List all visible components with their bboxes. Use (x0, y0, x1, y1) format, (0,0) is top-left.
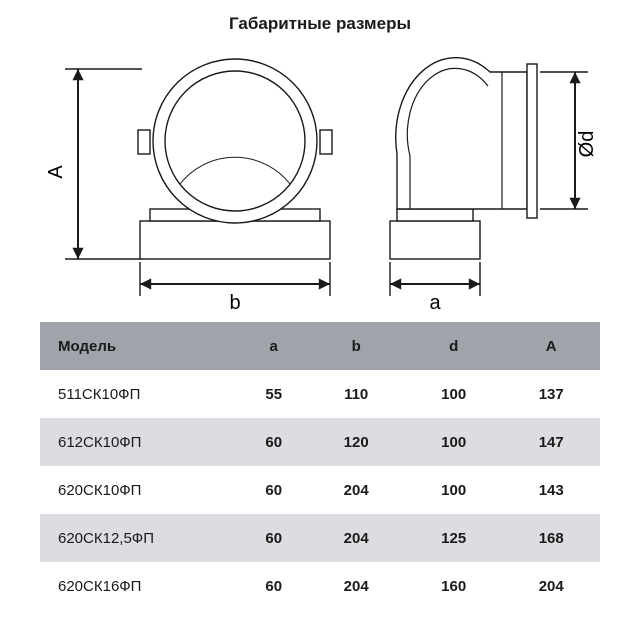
cell-a: 60 (240, 418, 307, 466)
col-A: A (502, 322, 600, 370)
dim-label-d: Ød (576, 131, 598, 158)
table-row: 511СК10ФП55110100137 (40, 370, 600, 418)
cell-b: 204 (307, 514, 405, 562)
cell-b: 204 (307, 562, 405, 610)
cell-model: 620СК16ФП (40, 562, 240, 610)
cell-a: 60 (240, 466, 307, 514)
table-row: 620СК12,5ФП60204125168 (40, 514, 600, 562)
cell-A: 137 (502, 370, 600, 418)
cell-A: 147 (502, 418, 600, 466)
cell-d: 100 (405, 370, 503, 418)
cell-model: 620СК10ФП (40, 466, 240, 514)
dimension-drawing: A b (30, 34, 610, 314)
cell-A: 143 (502, 466, 600, 514)
table-row: 620СК16ФП60204160204 (40, 562, 600, 610)
cell-d: 100 (405, 418, 503, 466)
dimensions-table: Модель a b d A 511СК10ФП55110100137612СК… (40, 322, 600, 610)
cell-a: 55 (240, 370, 307, 418)
table-row: 612СК10ФП60120100147 (40, 418, 600, 466)
cell-a: 60 (240, 514, 307, 562)
col-a: a (240, 322, 307, 370)
col-d: d (405, 322, 503, 370)
diagram-area: A b (30, 34, 610, 314)
cell-d: 160 (405, 562, 503, 610)
col-b: b (307, 322, 405, 370)
cell-model: 511СК10ФП (40, 370, 240, 418)
table-header-row: Модель a b d A (40, 322, 600, 370)
cell-d: 100 (405, 466, 503, 514)
cell-model: 620СК12,5ФП (40, 514, 240, 562)
col-model: Модель (40, 322, 240, 370)
cell-b: 110 (307, 370, 405, 418)
cell-A: 168 (502, 514, 600, 562)
cell-b: 204 (307, 466, 405, 514)
cell-model: 612СК10ФП (40, 418, 240, 466)
cell-b: 120 (307, 418, 405, 466)
dim-label-A: A (45, 165, 67, 179)
page-title: Габаритные размеры (30, 14, 610, 34)
cell-d: 125 (405, 514, 503, 562)
dim-label-a: a (429, 292, 441, 314)
cell-a: 60 (240, 562, 307, 610)
page: Габаритные размеры A (0, 0, 640, 640)
table-row: 620СК10ФП60204100143 (40, 466, 600, 514)
dim-label-b: b (229, 292, 240, 314)
cell-A: 204 (502, 562, 600, 610)
